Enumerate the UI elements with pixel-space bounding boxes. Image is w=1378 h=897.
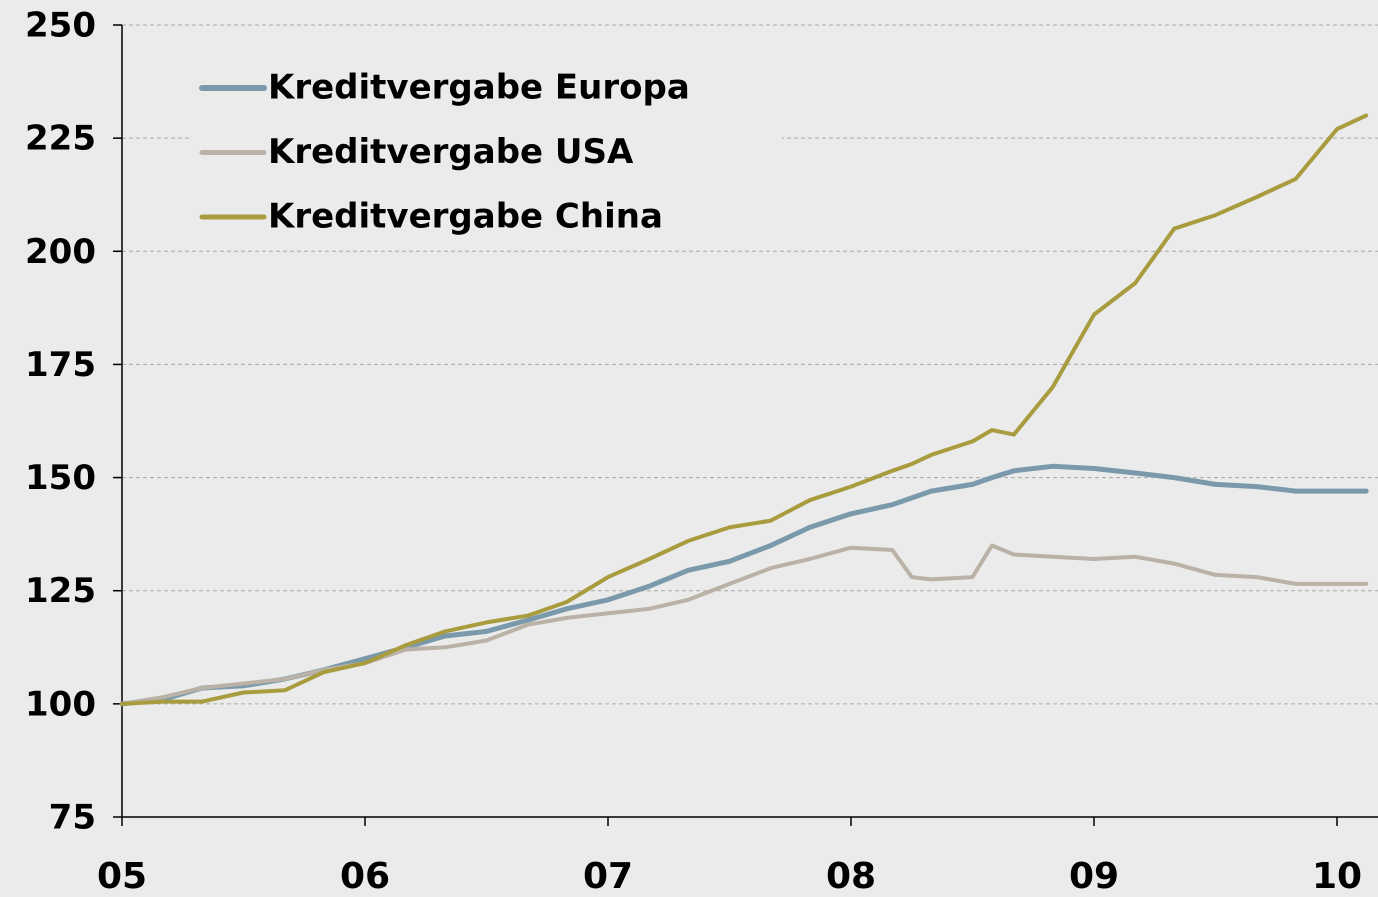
x-tick-label: 07 <box>583 856 633 897</box>
y-tick-label: 150 <box>25 458 96 498</box>
y-tick-label: 225 <box>25 119 96 159</box>
y-tick-label: 100 <box>25 684 96 724</box>
series-line <box>119 463 1369 707</box>
y-tick-label: 75 <box>49 798 96 838</box>
y-tick-label: 200 <box>25 232 96 272</box>
legend-background <box>190 55 782 245</box>
y-tick-label: 125 <box>25 571 96 611</box>
x-tick-label: 08 <box>826 856 876 897</box>
y-tick-label: 250 <box>25 6 96 46</box>
y-tick-label: 175 <box>25 345 96 385</box>
legend-label: Kreditvergabe China <box>268 197 663 237</box>
legend-label: Kreditvergabe Europa <box>268 68 690 108</box>
x-tick-label: 05 <box>97 856 147 897</box>
x-tick-label: 10 <box>1312 856 1362 897</box>
legend-label: Kreditvergabe USA <box>268 132 634 172</box>
x-tick-label: 06 <box>340 856 390 897</box>
series-line <box>120 113 1369 706</box>
x-tick-label: 09 <box>1069 856 1119 897</box>
